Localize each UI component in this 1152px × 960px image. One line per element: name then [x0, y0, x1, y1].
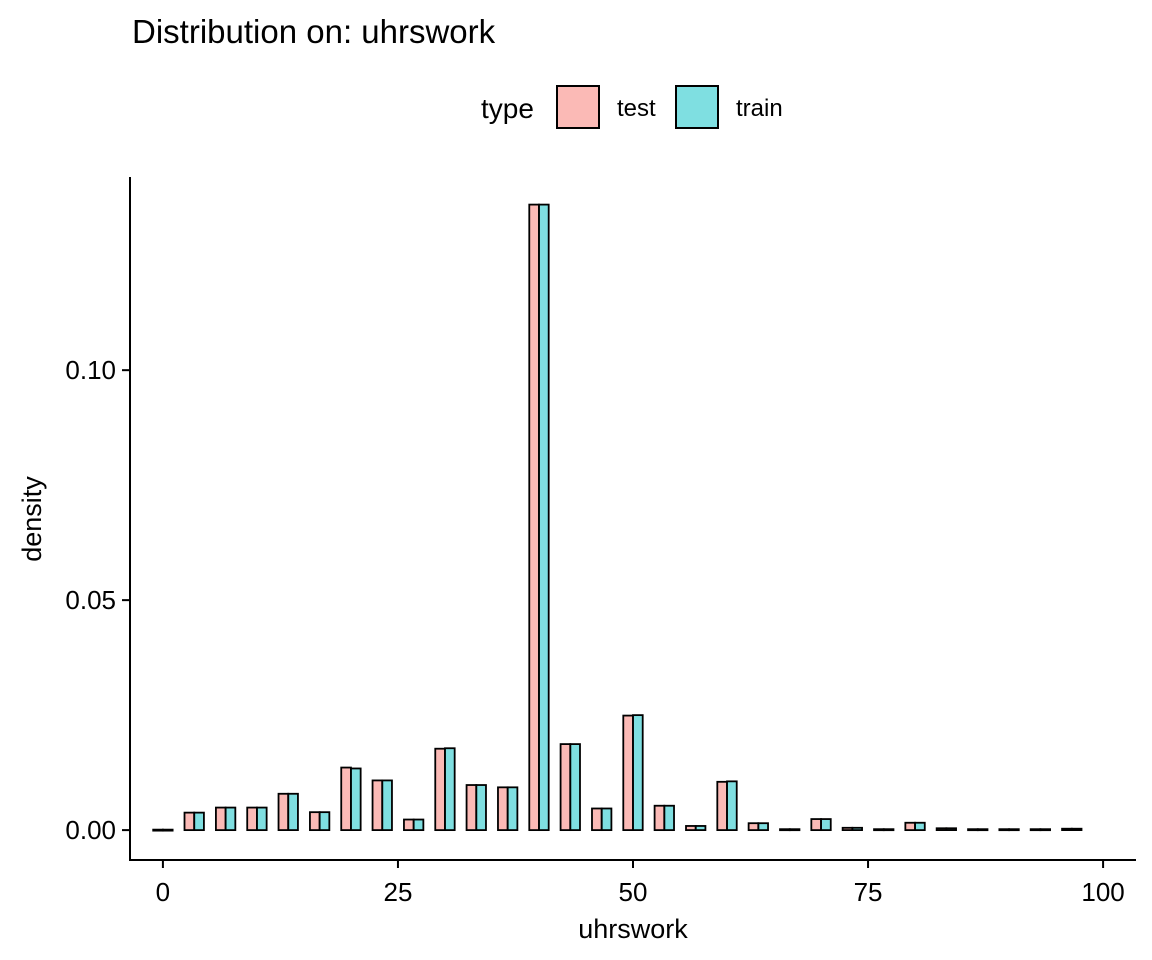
bar-test-19 — [747, 822, 760, 832]
legend-key-train — [675, 85, 719, 129]
bar-train-22 — [851, 826, 863, 831]
bar-test-22 — [841, 826, 854, 831]
bar-test-23 — [873, 828, 885, 832]
bar-train-0 — [162, 828, 174, 832]
bar-test-21 — [810, 818, 822, 832]
x-tick-label: 50 — [619, 877, 648, 907]
bar-train-10 — [475, 784, 487, 832]
bar-train-2 — [224, 806, 237, 832]
y-tick-label: 0.00 — [65, 815, 116, 845]
bar-test-11 — [497, 786, 509, 832]
legend: type test train — [481, 85, 783, 129]
bar-train-5 — [318, 811, 331, 832]
bar-train-29 — [1070, 827, 1083, 831]
bar-test-26 — [967, 828, 979, 832]
bar-test-24 — [904, 821, 916, 832]
bar-train-27 — [1008, 828, 1020, 832]
bar-test-7 — [371, 779, 384, 831]
bar-test-1 — [183, 811, 196, 832]
bar-train-15 — [632, 714, 644, 831]
bar-train-23 — [882, 828, 895, 832]
bar-test-0 — [152, 828, 164, 832]
bar-test-8 — [403, 818, 415, 832]
bar-test-4 — [277, 792, 290, 832]
bar-train-7 — [381, 779, 393, 831]
x-axis-label: uhrswork — [578, 914, 688, 944]
y-tick-label: 0.05 — [65, 585, 116, 615]
bar-test-10 — [465, 784, 478, 832]
bar-train-19 — [757, 822, 769, 832]
bar-test-20 — [779, 828, 791, 832]
bar-train-16 — [663, 804, 675, 832]
bar-test-2 — [215, 806, 227, 832]
bar-train-12 — [538, 203, 550, 832]
bar-train-11 — [506, 786, 519, 832]
x-tick-label: 75 — [854, 877, 883, 907]
bars — [152, 203, 1083, 832]
bar-test-14 — [591, 807, 603, 832]
bar-test-13 — [559, 743, 572, 832]
bar-train-13 — [569, 743, 581, 832]
bar-train-4 — [287, 792, 299, 832]
bar-train-25 — [945, 827, 957, 832]
bar-test-12 — [528, 203, 540, 832]
bar-test-28 — [1029, 828, 1042, 832]
bar-test-5 — [309, 811, 321, 832]
y-tick-label: 0.10 — [65, 355, 116, 385]
bar-test-6 — [340, 766, 352, 831]
bar-test-29 — [1061, 827, 1073, 831]
bar-train-8 — [412, 818, 425, 832]
x-tick-label: 25 — [383, 877, 412, 907]
bar-train-24 — [914, 821, 926, 832]
x-tick-label: 100 — [1081, 877, 1124, 907]
legend-label-test: test — [617, 95, 656, 122]
y-ticks: 0.00 0.05 0.10 — [65, 355, 130, 845]
legend-title: type — [481, 93, 534, 124]
x-tick-label: 0 — [156, 877, 170, 907]
x-ticks: 0 25 50 75 100 — [156, 860, 1125, 907]
bar-train-9 — [444, 747, 456, 832]
bar-train-20 — [788, 828, 801, 832]
bar-train-6 — [350, 767, 362, 831]
chart-title: Distribution on: uhrswork — [132, 13, 496, 50]
bar-train-3 — [256, 806, 268, 832]
bar-train-1 — [193, 811, 205, 832]
bar-train-21 — [820, 818, 832, 832]
bar-train-26 — [976, 828, 989, 832]
bar-train-14 — [600, 807, 613, 832]
legend-label-train: train — [736, 95, 783, 122]
bar-test-27 — [998, 828, 1010, 832]
bar-test-17 — [685, 825, 697, 832]
bar-train-28 — [1039, 828, 1051, 832]
bar-test-3 — [246, 806, 258, 832]
bar-test-15 — [622, 714, 634, 832]
bar-test-9 — [434, 747, 446, 832]
bar-train-17 — [694, 825, 707, 832]
y-axis-label: density — [17, 476, 47, 562]
legend-key-test — [556, 85, 600, 129]
bar-train-18 — [726, 780, 738, 831]
bar-test-25 — [935, 827, 948, 832]
bar-test-16 — [653, 804, 666, 832]
bar-test-18 — [716, 780, 728, 831]
